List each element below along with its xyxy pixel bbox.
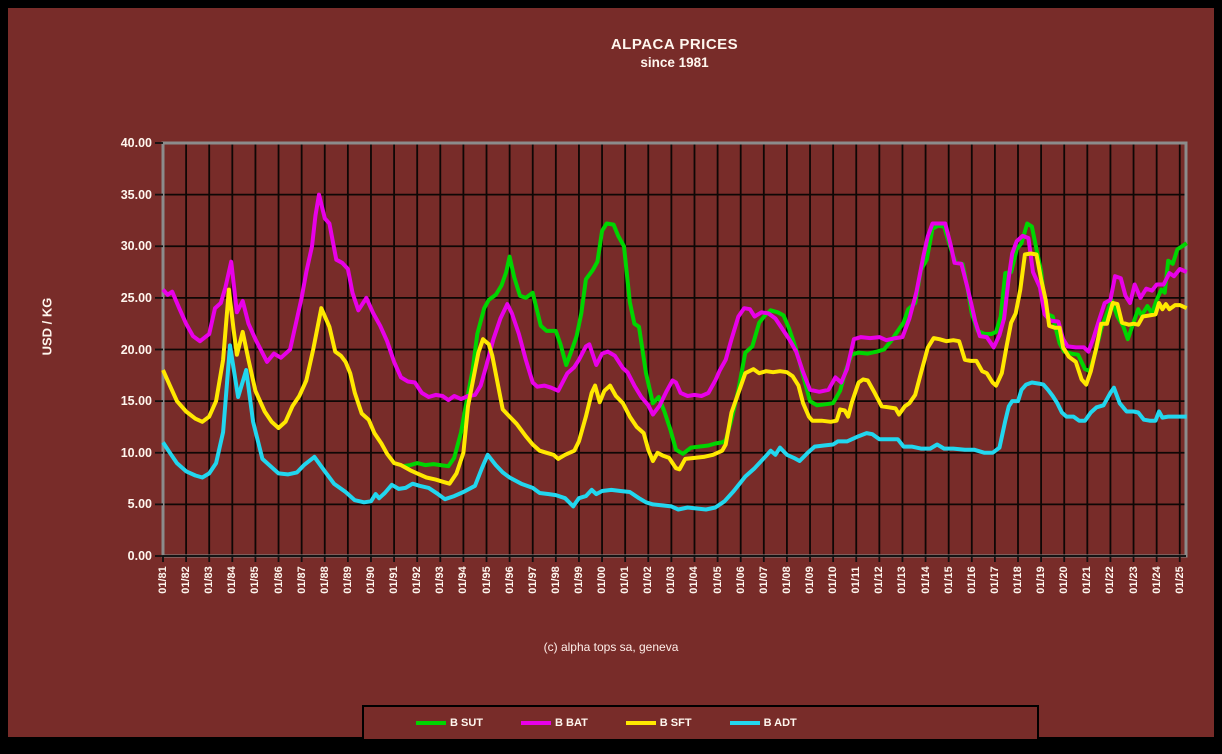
x-axis-label: 01/87	[295, 566, 308, 594]
y-axis-label: 25.00	[120, 290, 152, 305]
legend-item-b-sut: B SUT	[416, 717, 483, 729]
x-axis-label: 01/98	[549, 566, 562, 594]
legend-label-b-sft: B SFT	[659, 717, 692, 729]
x-axis-label: 01/24	[1150, 566, 1163, 594]
legend-item-b-sft: B SFT	[625, 717, 692, 729]
x-axis-label: 01/08	[780, 566, 793, 594]
x-axis-label: 01/93	[434, 566, 447, 594]
x-axis-label: 01/10	[827, 566, 840, 594]
x-axis-label: 01/89	[341, 566, 354, 594]
y-axis-label: 20.00	[120, 342, 152, 357]
x-axis-label: 01/13	[896, 566, 909, 594]
x-axis-label: 01/17	[988, 566, 1001, 594]
x-axis-label: 01/06	[734, 566, 747, 594]
x-axis-label: 01/02	[642, 566, 655, 594]
legend-label-b-adt: B ADT	[763, 717, 797, 729]
x-axis-label: 01/81	[157, 566, 169, 594]
y-axis-title: USD / KG	[39, 297, 55, 356]
x-axis-label: 01/82	[180, 566, 193, 594]
b-sut-line-swatch-icon	[416, 721, 446, 725]
x-axis-label: 01/16	[965, 566, 978, 594]
series-line-b-sut	[401, 221, 1188, 469]
x-axis-label: 01/05	[711, 566, 724, 594]
y-axis-label: 30.00	[120, 239, 152, 254]
copyright-note: (c) alpha tops sa, geneva	[543, 640, 679, 654]
b-sft-line-swatch-icon	[625, 721, 656, 725]
x-axis-label: 01/92	[411, 566, 424, 594]
x-axis-label: 01/97	[526, 566, 539, 594]
x-axis-label: 01/96	[503, 566, 516, 594]
legend-label-b-sut: B SUT	[450, 717, 483, 729]
x-axis-label: 01/07	[757, 566, 770, 594]
x-axis-label: 01/00	[596, 566, 609, 594]
x-axis-label: 01/85	[249, 566, 262, 594]
x-axis-label: 01/83	[203, 566, 216, 594]
x-axis-label: 01/25	[1173, 566, 1186, 594]
b-adt-line-swatch-icon	[729, 721, 760, 725]
series-line-b-adt	[161, 343, 1187, 512]
legend-item-b-bat: B BAT	[521, 717, 588, 729]
x-axis-label: 01/11	[850, 566, 863, 594]
x-axis-label: 01/95	[480, 566, 493, 594]
series-line-b-sft	[161, 251, 1188, 486]
x-axis-label: 01/12	[873, 566, 886, 594]
x-axis-label: 01/18	[1012, 566, 1024, 594]
y-axis-label: 35.00	[120, 187, 152, 202]
x-axis-label: 01/21	[1081, 566, 1094, 594]
x-axis-label: 01/01	[619, 566, 632, 594]
y-axis-label: 10.00	[120, 445, 152, 460]
x-axis-label: 01/23	[1127, 566, 1140, 594]
chart-title: ALPACA PRICES	[610, 36, 739, 53]
x-axis-label: 01/22	[1104, 566, 1117, 594]
y-axis-label: 15.00	[120, 394, 152, 409]
series-line-b-bat	[161, 192, 1188, 417]
y-axis-label: 40.00	[120, 136, 152, 150]
x-axis-label: 01/86	[272, 566, 285, 594]
legend-label-b-bat: B BAT	[555, 717, 588, 729]
y-axis-label: 0.00	[127, 549, 152, 563]
x-axis-label: 01/99	[572, 566, 585, 594]
x-axis-label: 01/94	[457, 566, 470, 594]
x-axis-label: 01/91	[388, 566, 401, 594]
legend: B SUT B BAT B SFT B ADT	[362, 705, 1039, 741]
x-axis-label: 01/03	[665, 566, 678, 594]
x-axis-label: 01/15	[942, 566, 955, 594]
legend-item-b-adt: B ADT	[729, 717, 797, 729]
x-axis-label: 01/20	[1058, 566, 1071, 594]
y-axis-label: 5.00	[127, 497, 152, 512]
b-bat-line-swatch-icon	[521, 721, 551, 725]
chart-subtitle: since 1981	[640, 55, 709, 70]
x-axis-label: 01/14	[919, 566, 932, 594]
x-axis-label: 01/19	[1035, 566, 1048, 594]
x-axis-label: 01/88	[318, 566, 331, 594]
x-axis-label: 01/09	[804, 566, 817, 594]
x-axis-label: 01/90	[364, 566, 377, 594]
x-axis-label: 01/84	[226, 566, 239, 594]
x-axis-label: 01/04	[688, 566, 701, 594]
